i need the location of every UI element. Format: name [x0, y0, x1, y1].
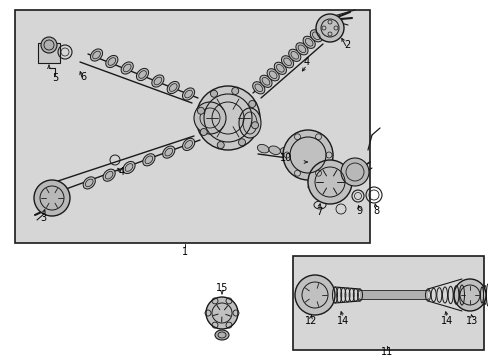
Circle shape	[340, 158, 368, 186]
Circle shape	[283, 130, 332, 180]
Circle shape	[238, 139, 245, 146]
Circle shape	[315, 14, 343, 42]
Ellipse shape	[239, 108, 261, 138]
Bar	[38, 43, 60, 63]
Circle shape	[294, 275, 334, 315]
Ellipse shape	[280, 148, 291, 156]
Circle shape	[217, 141, 224, 149]
Ellipse shape	[295, 43, 307, 55]
Ellipse shape	[151, 75, 163, 87]
Ellipse shape	[215, 330, 228, 340]
Ellipse shape	[142, 154, 155, 166]
Circle shape	[248, 100, 255, 108]
Circle shape	[194, 102, 225, 134]
Circle shape	[200, 129, 207, 135]
Text: 4: 4	[119, 167, 125, 177]
Text: 1: 1	[182, 247, 188, 257]
Bar	[15, 10, 369, 243]
Ellipse shape	[274, 62, 286, 75]
Text: 15: 15	[215, 283, 228, 293]
Circle shape	[196, 86, 260, 150]
Ellipse shape	[121, 62, 133, 74]
Ellipse shape	[83, 177, 95, 189]
Circle shape	[307, 160, 351, 204]
Ellipse shape	[257, 144, 268, 153]
Circle shape	[34, 180, 70, 216]
Ellipse shape	[310, 30, 322, 42]
Circle shape	[41, 37, 57, 53]
Text: 6: 6	[80, 72, 86, 82]
Text: 2: 2	[343, 40, 349, 50]
Circle shape	[205, 297, 238, 329]
Circle shape	[453, 279, 485, 311]
Text: 14: 14	[440, 316, 452, 326]
Bar	[359, 291, 427, 299]
Text: 8: 8	[372, 206, 378, 216]
Ellipse shape	[252, 82, 264, 94]
Text: 5: 5	[52, 73, 58, 83]
Text: 4: 4	[304, 57, 309, 67]
Circle shape	[251, 122, 258, 129]
Text: 11: 11	[380, 347, 392, 357]
Ellipse shape	[259, 75, 271, 87]
Ellipse shape	[163, 146, 175, 158]
Ellipse shape	[167, 81, 179, 94]
Text: 10: 10	[279, 153, 291, 163]
Circle shape	[197, 107, 204, 114]
Ellipse shape	[182, 138, 194, 150]
Text: 14: 14	[336, 316, 348, 326]
Ellipse shape	[182, 88, 194, 100]
Ellipse shape	[281, 56, 293, 68]
Text: 13: 13	[465, 316, 477, 326]
Ellipse shape	[105, 55, 118, 68]
Text: 9: 9	[355, 206, 361, 216]
Ellipse shape	[288, 49, 300, 62]
Ellipse shape	[268, 146, 280, 154]
Text: 3: 3	[40, 213, 46, 223]
Ellipse shape	[103, 169, 115, 181]
Ellipse shape	[136, 68, 148, 81]
Ellipse shape	[122, 161, 135, 174]
Ellipse shape	[266, 69, 279, 81]
Ellipse shape	[291, 149, 303, 158]
Circle shape	[210, 90, 217, 97]
Circle shape	[231, 87, 238, 94]
Text: 12: 12	[304, 316, 317, 326]
Ellipse shape	[90, 49, 102, 61]
Ellipse shape	[303, 36, 315, 48]
Bar	[292, 256, 483, 350]
Text: 7: 7	[315, 207, 322, 217]
